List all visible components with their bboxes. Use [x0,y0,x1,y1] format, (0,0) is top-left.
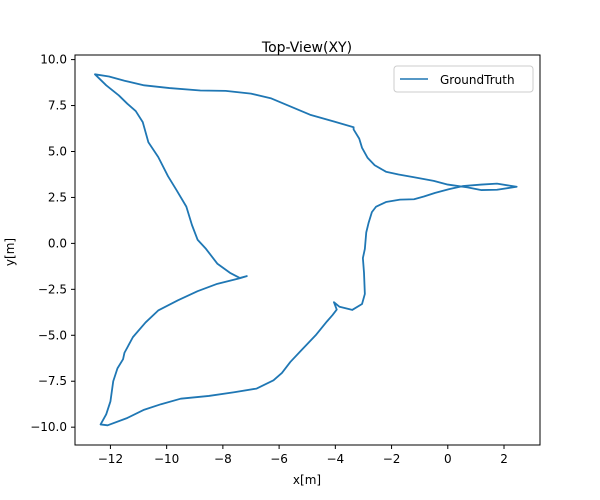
legend: GroundTruth [393,65,534,93]
x-tick-label: −6 [270,452,288,466]
y-tick-label: −2.5 [38,282,67,296]
series-line-groundtruth [94,73,518,427]
x-tick-label: 2 [500,452,508,466]
y-tick-label: −7.5 [38,374,67,388]
y-tick-label: 5.0 [48,144,67,158]
y-tick-label: 7.5 [48,99,67,113]
y-tick-label: −5.0 [38,328,67,342]
legend-frame [393,65,534,93]
y-tick-label: 0.0 [48,236,67,250]
y-axis: −10.0 −7.5 −5.0 −2.5 0.0 2.5 5.0 7.5 10.0 [30,53,75,434]
x-tick-label: −4 [326,452,344,466]
y-tick-label: 2.5 [48,190,67,204]
y-tick-label: 10.0 [40,53,67,67]
x-tick-label: −10 [154,452,179,466]
legend-label: GroundTruth [440,73,515,87]
y-tick-label: −10.0 [30,420,67,434]
y-axis-label: y[m] [3,238,17,266]
x-tick-label: −8 [214,452,232,466]
x-axis: −12 −10 −8 −6 −4 −2 0 2 [98,445,508,466]
x-tick-label: −12 [98,452,123,466]
x-tick-label: −2 [383,452,401,466]
plot-area [94,73,518,427]
x-tick-label: 0 [444,452,452,466]
x-axis-label: x[m] [293,473,321,487]
plot-frame [74,54,541,446]
chart-title: Top-View(XY) [261,40,352,56]
